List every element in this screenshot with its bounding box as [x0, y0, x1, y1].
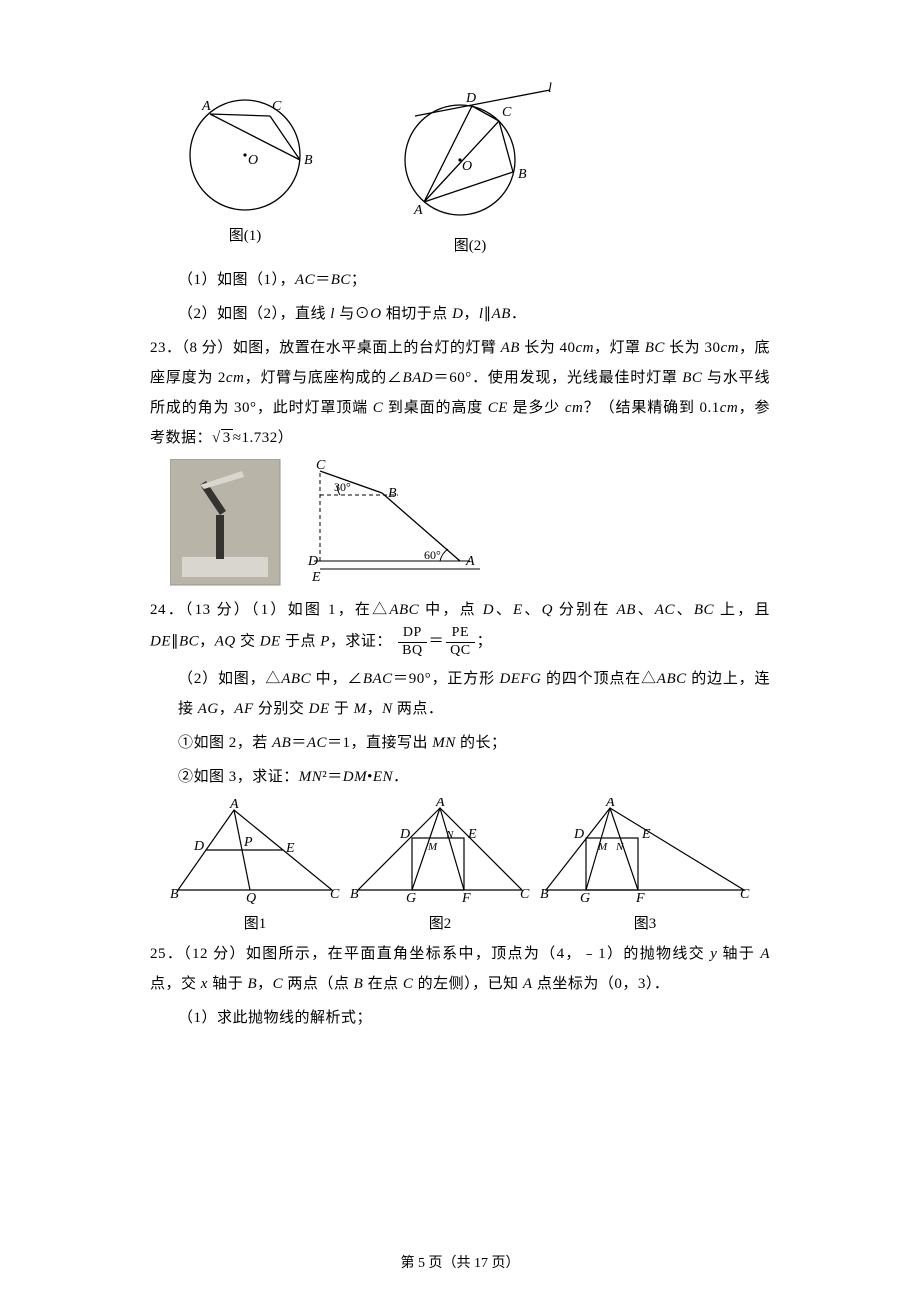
q25-text: 25．（12 分）如图所示，在平面直角坐标系中，顶点为（4，﹣1）的抛物线交 y…	[150, 939, 770, 999]
svg-text:60°: 60°	[424, 548, 441, 562]
svg-text:B: B	[540, 887, 549, 902]
figure-row-circles: A C B O 图(1) D C B A	[170, 80, 770, 255]
svg-text:N: N	[445, 829, 454, 841]
figure-2-svg: D C B A O l	[380, 80, 560, 230]
q24-sub1: ①如图 2，若 AB＝AC＝1，直接写出 MN 的长；	[150, 728, 770, 758]
figA-label-C: C	[272, 99, 282, 114]
svg-text:G: G	[406, 891, 416, 906]
svg-text:D: D	[307, 554, 318, 569]
svg-text:A: A	[465, 554, 475, 569]
q22-part1: （1）如图（1），AC＝BC；	[150, 265, 770, 295]
svg-text:A: A	[229, 798, 239, 812]
figB-label-O: O	[462, 159, 472, 174]
figB-label-C: C	[502, 105, 512, 120]
svg-text:D: D	[193, 839, 204, 854]
figB-label-l: l	[548, 81, 552, 96]
figA-label-A: A	[201, 99, 211, 114]
figure-1-block: A C B O 图(1)	[170, 80, 320, 255]
q24-sub2: ②如图 3，求证：MN²＝DM•EN．	[150, 762, 770, 792]
svg-text:B: B	[350, 887, 359, 902]
q24-fig3-caption: 图3	[634, 912, 657, 933]
q24-lead: 24．（13 分）（1）如图 1，在△ABC 中，点 D、E、Q 分别在 AB、…	[150, 595, 770, 660]
figure-1-svg: A C B O	[170, 80, 320, 220]
svg-text:B: B	[388, 486, 397, 501]
figure-2-block: D C B A O l 图(2)	[380, 80, 560, 255]
q23-text: 23．（8 分）如图，放置在水平桌面上的台灯的灯臂 AB 长为 40cm，灯罩 …	[150, 333, 770, 453]
svg-text:A: A	[605, 798, 615, 810]
svg-text:M: M	[597, 841, 608, 853]
q24-figures: A B C D E P Q 图1 A B C D E G F	[170, 798, 770, 933]
svg-text:F: F	[461, 891, 471, 906]
q22-part2: （2）如图（2），直线 l 与⊙O 相切于点 D，l∥AB．	[150, 299, 770, 329]
svg-text:C: C	[316, 459, 326, 473]
svg-text:P: P	[243, 835, 253, 850]
svg-text:F: F	[635, 891, 645, 906]
svg-text:G: G	[580, 891, 590, 906]
page-footer: 第 5 页（共 17 页）	[0, 1252, 920, 1272]
svg-text:C: C	[740, 887, 750, 902]
svg-text:D: D	[399, 827, 410, 842]
figA-label-B: B	[304, 153, 313, 168]
q25-part1: （1）求此抛物线的解析式；	[150, 1003, 770, 1033]
svg-text:E: E	[641, 827, 651, 842]
svg-text:E: E	[467, 827, 477, 842]
figure-1-caption: 图(1)	[229, 224, 262, 245]
svg-text:C: C	[520, 887, 530, 902]
svg-text:N: N	[615, 841, 624, 853]
svg-text:M: M	[427, 841, 438, 853]
figA-label-O: O	[248, 153, 258, 168]
q23-figure: C B A D E 30° 60°	[170, 459, 770, 589]
q24-fig1-caption: 图1	[244, 912, 267, 933]
svg-text:C: C	[330, 887, 340, 902]
svg-text:B: B	[170, 887, 179, 902]
svg-text:E: E	[311, 570, 321, 585]
figB-label-D: D	[465, 91, 476, 106]
figure-2-caption: 图(2)	[454, 234, 487, 255]
svg-text:A: A	[435, 798, 445, 810]
svg-text:30°: 30°	[334, 480, 351, 494]
q24-part2: （2）如图，△ABC 中，∠BAC＝90°，正方形 DEFG 的四个顶点在△AB…	[150, 664, 770, 724]
svg-text:Q: Q	[246, 891, 256, 906]
svg-text:E: E	[285, 841, 295, 856]
svg-text:D: D	[573, 827, 584, 842]
figB-label-B: B	[518, 167, 527, 182]
q24-fig2-caption: 图2	[429, 912, 452, 933]
figB-label-A: A	[413, 203, 423, 218]
